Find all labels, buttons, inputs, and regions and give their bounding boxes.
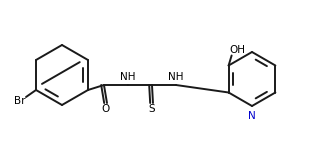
Text: Br: Br xyxy=(14,96,26,106)
Text: S: S xyxy=(149,104,155,114)
Text: OH: OH xyxy=(230,45,245,55)
Text: N: N xyxy=(248,111,256,121)
Text: NH: NH xyxy=(168,72,184,82)
Text: NH: NH xyxy=(120,72,136,82)
Text: O: O xyxy=(102,104,110,114)
